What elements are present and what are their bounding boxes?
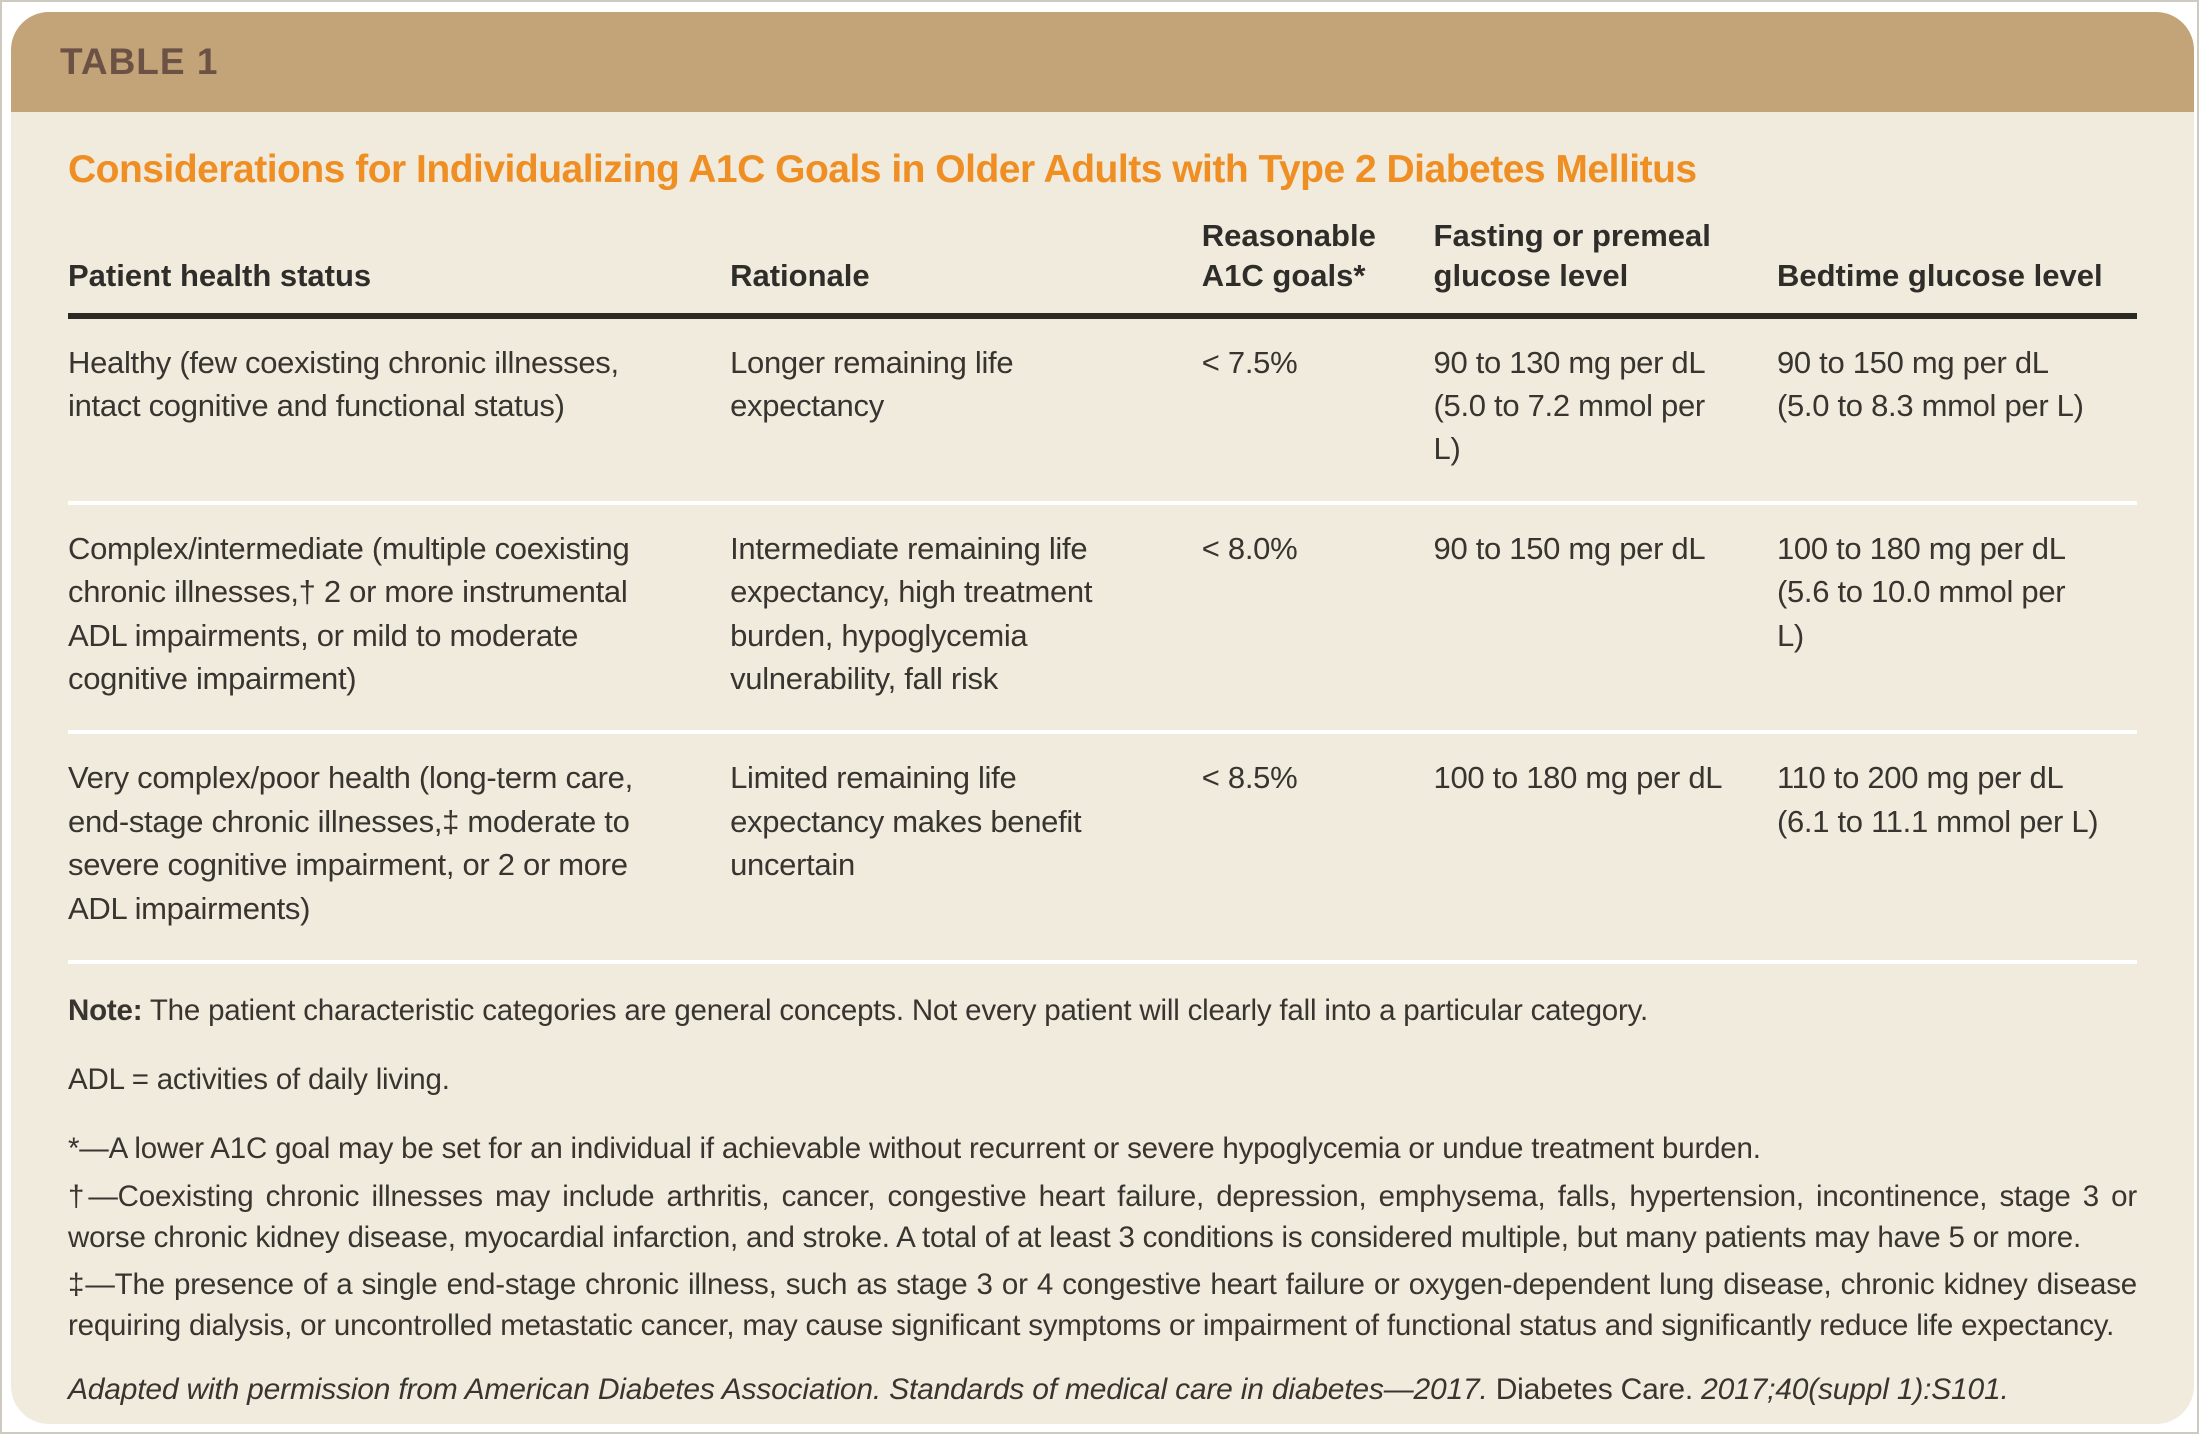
- citation-italic-part2: 2017;40(suppl 1):S101.: [1701, 1372, 2009, 1406]
- table-card: TABLE 1 Considerations for Individualizi…: [11, 12, 2194, 1424]
- table-row-very-complex-poor-health: Very complex/poor health (long-term care…: [68, 732, 2137, 964]
- note-label: Note:: [68, 993, 143, 1027]
- table-number-label: TABLE 1: [60, 41, 219, 82]
- cell-rationale: Intermediate remaining life expectancy, …: [730, 502, 1202, 735]
- cell-a1c-goal: < 8.5%: [1201, 732, 1434, 964]
- footnote-star: *—A lower A1C goal may be set for an ind…: [68, 1132, 1761, 1166]
- cell-fasting-glucose: 90 to 130 mg per dL (5.0 to 7.2 mmol per…: [1433, 315, 1777, 505]
- cell-a1c-goal: < 8.0%: [1201, 502, 1434, 735]
- cell-rationale: Limited remaining life expectancy makes …: [730, 732, 1202, 964]
- footnote-dagger: †—Coexisting chronic illnesses may inclu…: [68, 1179, 2137, 1254]
- cell-a1c-goal: < 7.5%: [1201, 315, 1434, 505]
- col-header-bedtime-glucose: Bedtime glucose level: [1776, 216, 2137, 319]
- table-header-band: TABLE 1: [11, 12, 2194, 112]
- table-title: Considerations for Individualizing A1C G…: [68, 148, 1697, 191]
- citation-line: Adapted with permission from American Di…: [68, 1373, 2137, 1407]
- table-row-complex-intermediate: Complex/intermediate (multiple coexistin…: [68, 502, 2137, 735]
- col-header-a1c-goals: Reasonable A1C goals*: [1201, 216, 1434, 319]
- cell-patient-health-status: Very complex/poor health (long-term care…: [68, 732, 731, 964]
- footnote-double-dagger: ‡—The presence of a single end-stage chr…: [68, 1268, 2137, 1342]
- cell-fasting-glucose: 100 to 180 mg per dL: [1433, 732, 1777, 964]
- cell-patient-health-status: Healthy (few coexisting chronic illnesse…: [68, 315, 731, 505]
- note-paragraph: Note: The patient characteristic categor…: [68, 990, 2137, 1031]
- cell-fasting-glucose: 90 to 150 mg per dL: [1433, 502, 1777, 735]
- cell-patient-health-status: Complex/intermediate (multiple coexistin…: [68, 502, 731, 735]
- citation-journal-name: Diabetes Care.: [1487, 1372, 1702, 1406]
- col-header-patient-health-status: Patient health status: [68, 216, 731, 319]
- table-content: Considerations for Individualizing A1C G…: [11, 112, 2194, 1407]
- note-text: The patient characteristic categories ar…: [142, 993, 1648, 1027]
- col-header-rationale: Rationale: [730, 216, 1202, 319]
- cell-bedtime-glucose: 90 to 150 mg per dL (5.0 to 8.3 mmol per…: [1776, 315, 2137, 505]
- cell-bedtime-glucose: 100 to 180 mg per dL (5.6 to 10.0 mmol p…: [1776, 502, 2137, 735]
- abbreviation-line: ADL = activities of daily living.: [68, 1063, 450, 1097]
- data-table: Patient health status Rationale Reasonab…: [68, 216, 2137, 964]
- col-header-fasting-glucose: Fasting or premeal glucose level: [1433, 216, 1777, 319]
- column-header-row: Patient health status Rationale Reasonab…: [68, 216, 2137, 319]
- citation-italic-part1: Adapted with permission from American Di…: [68, 1372, 1488, 1406]
- table-row-healthy: Healthy (few coexisting chronic illnesse…: [68, 315, 2137, 505]
- cell-rationale: Longer remaining life expectancy: [730, 315, 1202, 505]
- cell-bedtime-glucose: 110 to 200 mg per dL (6.1 to 11.1 mmol p…: [1776, 732, 2137, 964]
